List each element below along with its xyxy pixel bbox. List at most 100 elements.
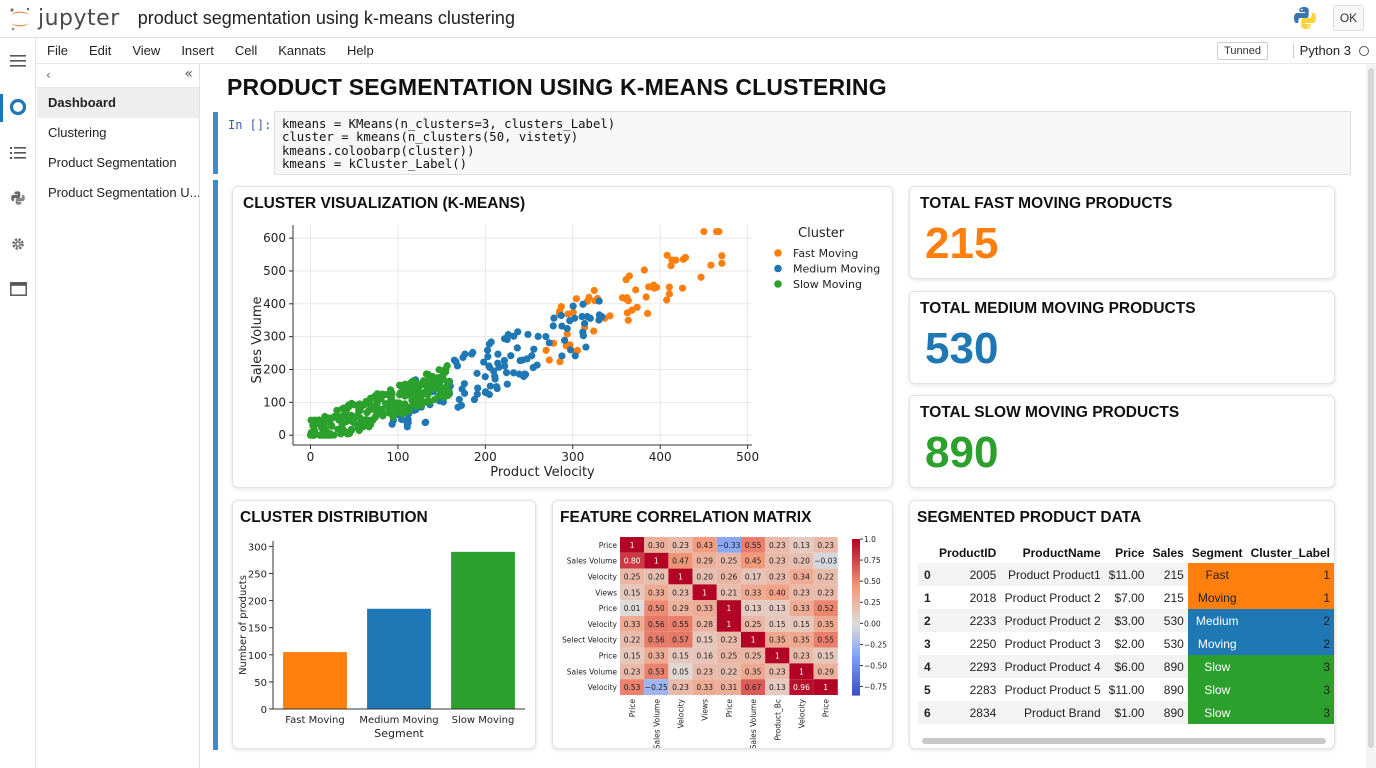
colorbar-segment (852, 559, 860, 563)
menu-cell[interactable]: Cell (234, 43, 258, 58)
price-cell: $3.00 (1104, 609, 1149, 632)
python-icon[interactable] (9, 189, 27, 207)
y-tick-label: 400 (263, 297, 286, 311)
panel-item-product-segmentation[interactable]: Product Segmentation (48, 155, 177, 170)
price-cell: $7.00 (1114, 590, 1145, 605)
x-tick-label: 100 (386, 450, 409, 464)
heatmap-value: 0.23 (672, 683, 689, 692)
table-row[interactable]: 2 2233 Product Product 2 $3.00 530 Medium 2 (918, 609, 1334, 632)
notebook-vertical-scrollbar[interactable] (1366, 64, 1376, 768)
scatter-point (563, 325, 571, 333)
colorbar-segment (852, 598, 860, 602)
heatmap-cell (813, 600, 838, 616)
table-row[interactable]: 4 2293 Product Product 4 $6.00 890 Slow 3 (918, 655, 1334, 678)
menu-view[interactable]: View (132, 43, 161, 58)
kpi-fast-title: TOTAL FAST MOVING PRODUCTS (920, 195, 1173, 212)
code-cell[interactable]: kmeans = KMeans(n_clusters=3, clusters_L… (274, 111, 1351, 175)
correlation-card: FEATURE CORRELATION MATRIX 1 0.30 0.23 0.43… (552, 500, 893, 749)
heatmap-value: 0.53 (624, 683, 641, 692)
table-row[interactable]: 1 2018 Product Product 2 $7.00 215 Moving 1 (918, 586, 1334, 609)
notebook-title[interactable]: product segmentation using k-means clust… (137, 8, 515, 28)
panel-item-product-segmentation-u[interactable]: Product Segmentation U... (48, 185, 199, 200)
trusted-badge[interactable]: Tunned (1217, 42, 1268, 60)
heatmap-value: 0.15 (672, 652, 689, 661)
scatter-point (590, 286, 598, 295)
scatter-point (412, 383, 420, 391)
heatmap-value: 0.15 (769, 620, 786, 629)
panel-item-dashboard[interactable]: Dashboard (37, 88, 199, 118)
colorbar-segment (852, 546, 860, 550)
y-tick-label: 200 (263, 362, 286, 376)
scrollbar-thumb[interactable] (1368, 68, 1374, 748)
scatter-point (445, 391, 453, 399)
heatmap-value: 0.22 (721, 667, 738, 676)
table-horizontal-scrollbar[interactable] (922, 738, 1326, 744)
heatmap-cell (765, 584, 790, 601)
scatter-point (567, 346, 575, 354)
menu-icon[interactable] (9, 52, 27, 70)
scatter-point (431, 382, 439, 391)
colorbar-segment (852, 549, 860, 553)
heatmap-cell (789, 647, 814, 664)
heatmap-value: 0.22 (624, 636, 641, 645)
jupyter-logo[interactable]: jupyter (8, 6, 120, 32)
heatmap-value: 0.15 (696, 636, 713, 645)
chevron-left-icon[interactable]: ‹ (46, 68, 51, 82)
list-icon[interactable] (9, 144, 27, 162)
scatter-point (569, 302, 577, 310)
gear-icon[interactable] (9, 235, 27, 253)
ok-button[interactable]: OK (1333, 5, 1364, 31)
heatmap-cell (716, 647, 741, 664)
heatmap-col-label: Views (701, 699, 710, 721)
heatmap-cell (765, 663, 790, 680)
x-tick-label: 400 (649, 450, 672, 464)
scatter-point (445, 378, 453, 386)
output-selection-bar (213, 180, 218, 750)
table-row[interactable]: 3 2250 Product Product 3 $2.00 530 Moving 2 (918, 632, 1334, 655)
heatmap-row-label: Velocity (588, 573, 618, 582)
scatter-point (308, 431, 316, 439)
legend-marker (774, 249, 782, 257)
colorbar-segment (852, 635, 860, 639)
scatter-point (393, 407, 401, 416)
heatmap-cell (668, 568, 693, 585)
table-row[interactable]: 5 2283 Product Product 5 $11.00 890 Slow 3 (918, 678, 1334, 701)
segment-cell: Slow (1187, 655, 1247, 678)
heatmap-value: 0.23 (817, 541, 834, 550)
heatmap-value: 0.13 (793, 541, 810, 550)
heatmap-cell (741, 631, 766, 648)
heatmap-cell (716, 600, 741, 616)
heatmap-value: 1 (678, 573, 683, 582)
heatmap-row-label: Select Velocity (562, 636, 618, 645)
heatmap-value: 0.13 (769, 604, 786, 613)
heatmap-value: 0.55 (745, 541, 762, 550)
menu-file[interactable]: File (47, 43, 68, 58)
table-row[interactable]: 0 2005 Product Product1 $11.00 215 Fast 1 (918, 563, 1334, 586)
heatmap-cell (644, 616, 669, 632)
colorbar-segment (852, 637, 860, 641)
heatmap-value: 0.15 (624, 588, 641, 597)
colorbar-segment (852, 554, 860, 558)
scatter-point (388, 389, 396, 397)
double-chevron-left-icon[interactable]: « (184, 66, 193, 82)
panel-item-clustering[interactable]: Clustering (48, 125, 107, 140)
menu-insert[interactable]: Insert (181, 43, 214, 58)
menu-help[interactable]: Help (346, 43, 374, 58)
heatmap-row-label: Sales Volume (567, 557, 618, 566)
kernel-name[interactable]: Python 3 (1292, 43, 1351, 58)
window-icon[interactable] (9, 280, 27, 298)
colorbar-segment (852, 645, 860, 649)
column-header: ProductName (1022, 546, 1101, 560)
menu-kernel[interactable]: Kannats (278, 43, 326, 58)
table-row[interactable]: 6 2834 Product Brand $1.00 890 Slow 3 (918, 701, 1334, 724)
heatmap-value: 0.50 (648, 604, 665, 613)
product-id-cell: 2233 (934, 609, 1001, 632)
scatter-point (642, 293, 650, 301)
price-cell: $1.00 (1104, 701, 1149, 724)
menu-edit[interactable]: Edit (88, 43, 112, 58)
cluster-label-cell: 1 (1246, 563, 1334, 586)
row-index: 5 (924, 682, 931, 697)
scatter-point (595, 311, 603, 319)
circle-icon[interactable] (9, 98, 27, 116)
row-index: 4 (918, 655, 935, 678)
